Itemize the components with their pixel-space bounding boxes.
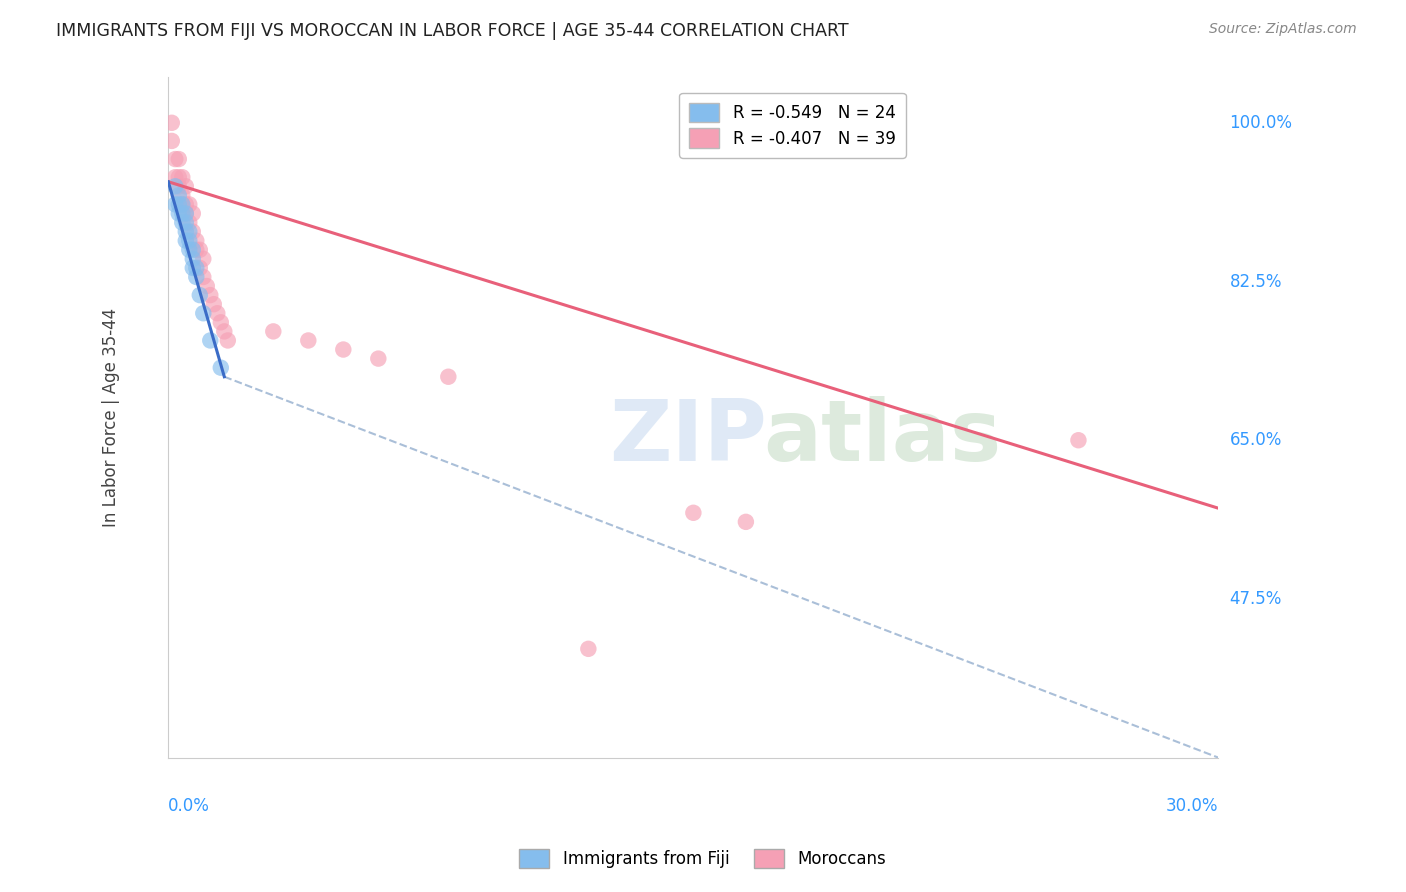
Moroccans	[367, 351, 389, 366]
Moroccans	[188, 243, 211, 257]
Text: 0.0%: 0.0%	[169, 797, 209, 814]
Moroccans	[188, 260, 211, 275]
Immigrants from Fiji	[186, 270, 208, 285]
Moroccans	[200, 288, 222, 302]
Immigrants from Fiji	[174, 206, 197, 220]
Moroccans	[165, 170, 187, 185]
Moroccans	[735, 515, 758, 529]
Moroccans	[195, 279, 218, 293]
Moroccans	[174, 206, 197, 220]
Moroccans	[167, 179, 190, 194]
Text: ZIP: ZIP	[609, 396, 768, 480]
Immigrants from Fiji	[172, 197, 194, 211]
Text: atlas: atlas	[763, 396, 1002, 480]
Immigrants from Fiji	[167, 206, 190, 220]
Moroccans	[202, 297, 225, 311]
Moroccans	[174, 179, 197, 194]
Immigrants from Fiji	[165, 179, 187, 194]
Text: 47.5%: 47.5%	[1230, 590, 1282, 608]
Moroccans	[172, 188, 194, 202]
Moroccans	[297, 334, 319, 348]
Moroccans	[682, 506, 704, 520]
Immigrants from Fiji	[188, 288, 211, 302]
Moroccans	[332, 343, 354, 357]
Moroccans	[262, 325, 284, 339]
Text: 65.0%: 65.0%	[1230, 431, 1282, 450]
Text: 100.0%: 100.0%	[1230, 114, 1292, 132]
Moroccans	[165, 152, 187, 166]
Immigrants from Fiji	[193, 306, 215, 320]
Moroccans	[193, 252, 215, 266]
Moroccans	[167, 152, 190, 166]
Moroccans	[186, 243, 208, 257]
Moroccans	[172, 170, 194, 185]
Moroccans	[207, 306, 229, 320]
Immigrants from Fiji	[179, 225, 201, 239]
Moroccans	[217, 334, 239, 348]
Moroccans	[186, 234, 208, 248]
Immigrants from Fiji	[172, 216, 194, 230]
Moroccans	[160, 116, 183, 130]
Immigrants from Fiji	[174, 225, 197, 239]
Moroccans	[181, 225, 204, 239]
Legend: Immigrants from Fiji, Moroccans: Immigrants from Fiji, Moroccans	[513, 842, 893, 875]
Immigrants from Fiji	[209, 360, 232, 375]
Immigrants from Fiji	[181, 243, 204, 257]
Moroccans	[209, 315, 232, 329]
Immigrants from Fiji	[167, 188, 190, 202]
Moroccans	[167, 170, 190, 185]
Immigrants from Fiji	[174, 234, 197, 248]
Moroccans	[181, 206, 204, 220]
Immigrants from Fiji	[167, 197, 190, 211]
Moroccans	[576, 641, 599, 656]
Immigrants from Fiji	[181, 260, 204, 275]
Immigrants from Fiji	[174, 216, 197, 230]
Moroccans	[437, 369, 460, 384]
Legend: R = -0.549   N = 24, R = -0.407   N = 39: R = -0.549 N = 24, R = -0.407 N = 39	[679, 93, 905, 158]
Immigrants from Fiji	[165, 197, 187, 211]
Moroccans	[179, 216, 201, 230]
Immigrants from Fiji	[172, 206, 194, 220]
Immigrants from Fiji	[179, 234, 201, 248]
Moroccans	[172, 197, 194, 211]
Immigrants from Fiji	[179, 243, 201, 257]
Immigrants from Fiji	[200, 334, 222, 348]
Moroccans	[179, 197, 201, 211]
Moroccans	[160, 134, 183, 148]
Moroccans	[174, 197, 197, 211]
Moroccans	[1067, 434, 1090, 448]
Moroccans	[214, 325, 236, 339]
Text: 30.0%: 30.0%	[1166, 797, 1219, 814]
Text: 82.5%: 82.5%	[1230, 273, 1282, 291]
Immigrants from Fiji	[186, 260, 208, 275]
Text: IMMIGRANTS FROM FIJI VS MOROCCAN IN LABOR FORCE | AGE 35-44 CORRELATION CHART: IMMIGRANTS FROM FIJI VS MOROCCAN IN LABO…	[56, 22, 849, 40]
Immigrants from Fiji	[181, 252, 204, 266]
Moroccans	[193, 270, 215, 285]
Text: Source: ZipAtlas.com: Source: ZipAtlas.com	[1209, 22, 1357, 37]
Text: In Labor Force | Age 35-44: In Labor Force | Age 35-44	[101, 308, 120, 527]
